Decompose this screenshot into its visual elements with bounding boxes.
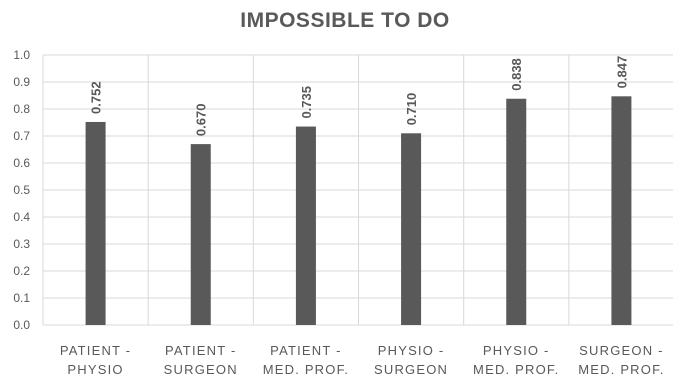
bar — [611, 96, 632, 325]
x-axis: PATIENT - PHYSIO PATIENT - SURGEON PATIENT -… — [60, 343, 664, 377]
x-tick-label: PATIENT - — [270, 343, 341, 358]
x-tick-label: SURGEON - — [579, 343, 663, 358]
x-tick-label: PATIENT - — [165, 343, 236, 358]
x-tick-label: PHYSIO - — [378, 343, 445, 358]
x-tick-label: MED. PROF. — [473, 362, 559, 377]
data-labels: 0.752 0.670 0.735 0.710 0.838 0.847 — [89, 56, 630, 136]
y-tick-label: 0.3 — [13, 237, 30, 251]
bars — [85, 96, 632, 326]
y-axis: 0.0 0.1 0.2 0.3 0.4 0.5 0.6 0.7 0.8 0.9 1.0 — [13, 48, 30, 332]
bar — [401, 133, 422, 325]
bar — [85, 121, 106, 326]
bar — [190, 144, 211, 325]
x-tick-label: PATIENT - — [60, 343, 131, 358]
y-tick-label: 0.2 — [13, 264, 30, 278]
data-label: 0.670 — [194, 104, 209, 137]
x-tick-label: MED. PROF. — [578, 362, 664, 377]
y-tick-label: 0.9 — [13, 75, 30, 89]
y-tick-label: 0.0 — [13, 318, 30, 332]
x-tick-label: SURGEON — [164, 362, 238, 377]
data-label: 0.735 — [299, 86, 314, 119]
x-tick-label: MED. PROF. — [263, 362, 349, 377]
data-label: 0.752 — [89, 81, 104, 114]
data-label: 0.847 — [614, 56, 629, 89]
x-tick-label: SURGEON — [374, 362, 448, 377]
y-tick-label: 0.1 — [13, 291, 30, 305]
grid — [42, 54, 673, 326]
data-label: 0.838 — [509, 58, 524, 91]
x-tick-label: PHYSIO - — [483, 343, 550, 358]
y-tick-label: 0.6 — [13, 156, 30, 170]
y-tick-label: 0.5 — [13, 183, 30, 197]
bar — [506, 98, 527, 326]
x-tick-label: PHYSIO — [67, 362, 123, 377]
y-tick-label: 0.8 — [13, 102, 30, 116]
bar — [295, 126, 316, 325]
y-tick-label: 1.0 — [13, 48, 30, 62]
y-tick-label: 0.7 — [13, 129, 30, 143]
chart-title: IMPOSSIBLE TO DO — [240, 9, 449, 32]
data-label: 0.710 — [404, 93, 419, 126]
y-tick-label: 0.4 — [13, 210, 30, 224]
